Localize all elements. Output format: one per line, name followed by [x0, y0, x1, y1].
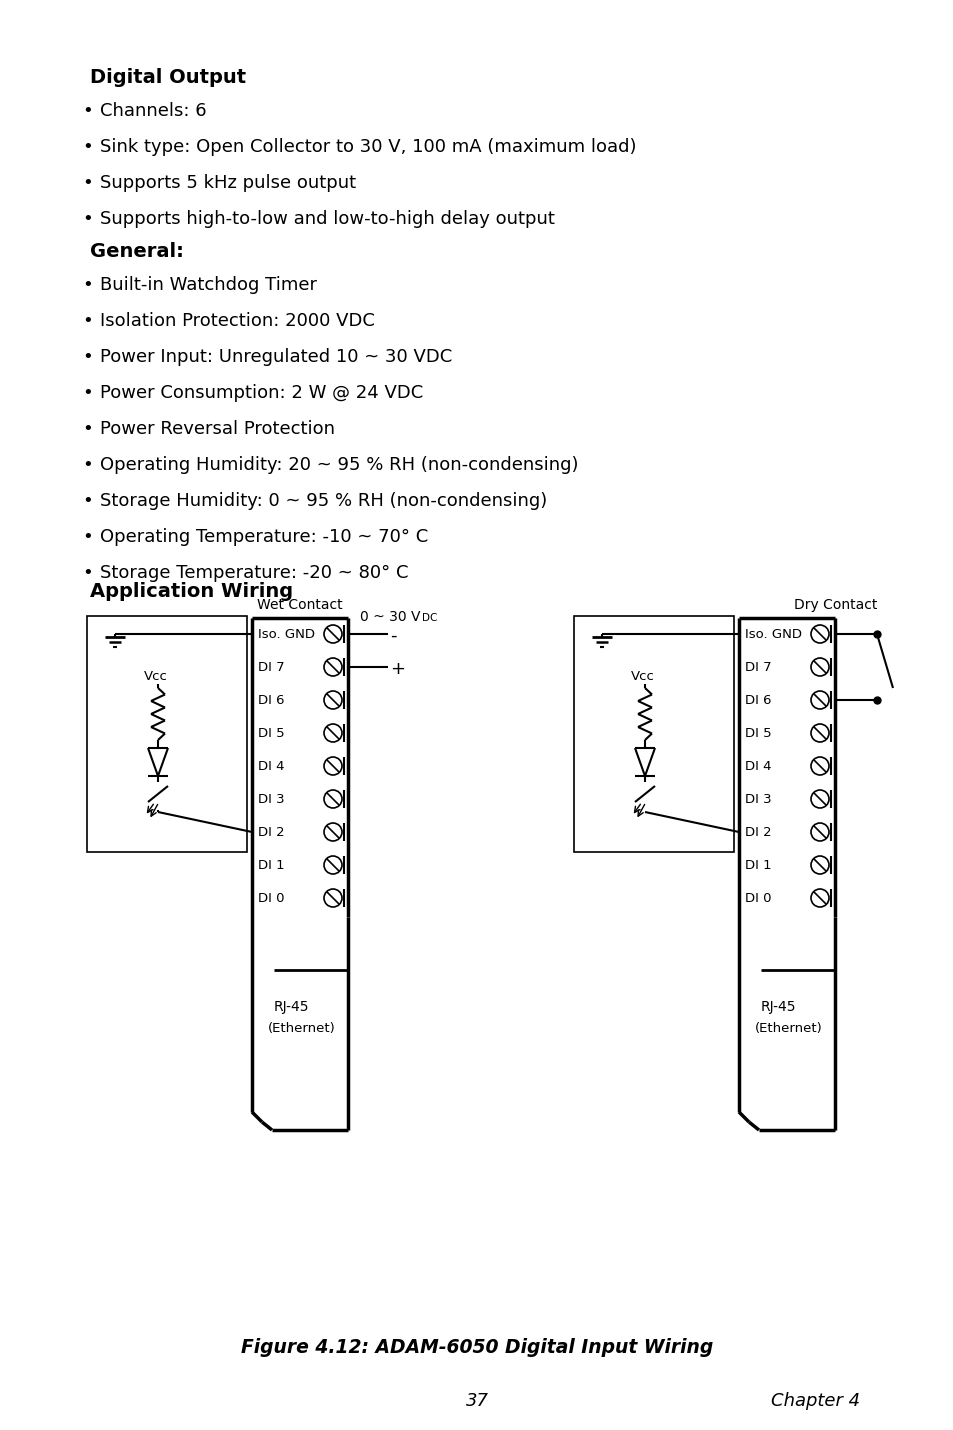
Text: •: • [82, 139, 92, 156]
Text: Power Consumption: 2 W @ 24 VDC: Power Consumption: 2 W @ 24 VDC [100, 385, 423, 402]
Text: DI 0: DI 0 [257, 892, 284, 905]
Text: Power Input: Unregulated 10 ~ 30 VDC: Power Input: Unregulated 10 ~ 30 VDC [100, 347, 452, 366]
Text: Operating Temperature: -10 ~ 70° C: Operating Temperature: -10 ~ 70° C [100, 528, 428, 546]
Text: Storage Temperature: -20 ~ 80° C: Storage Temperature: -20 ~ 80° C [100, 563, 408, 582]
Text: (Ethernet): (Ethernet) [754, 1022, 821, 1035]
Text: Built-in Watchdog Timer: Built-in Watchdog Timer [100, 276, 316, 295]
Text: 37: 37 [465, 1391, 488, 1410]
Text: RJ-45: RJ-45 [760, 1000, 796, 1014]
Text: DI 3: DI 3 [744, 794, 771, 807]
Text: •: • [82, 528, 92, 546]
Text: •: • [82, 492, 92, 511]
Text: Vcc: Vcc [144, 671, 168, 684]
Text: DI 2: DI 2 [257, 827, 284, 839]
Text: DI 7: DI 7 [257, 661, 284, 674]
Text: 0 ~ 30 V: 0 ~ 30 V [359, 611, 420, 623]
Text: Chapter 4: Chapter 4 [770, 1391, 859, 1410]
Text: (Ethernet): (Ethernet) [268, 1022, 335, 1035]
Text: Supports high-to-low and low-to-high delay output: Supports high-to-low and low-to-high del… [100, 210, 555, 227]
Text: Operating Humidity: 20 ~ 95 % RH (non-condensing): Operating Humidity: 20 ~ 95 % RH (non-co… [100, 456, 578, 473]
Text: DI 5: DI 5 [257, 726, 284, 739]
Text: •: • [82, 563, 92, 582]
Text: •: • [82, 347, 92, 366]
Text: •: • [82, 385, 92, 402]
Text: -: - [390, 626, 396, 645]
Text: Vcc: Vcc [630, 671, 654, 684]
Text: •: • [82, 102, 92, 120]
Text: Isolation Protection: 2000 VDC: Isolation Protection: 2000 VDC [100, 312, 375, 330]
Text: DI 1: DI 1 [744, 859, 771, 872]
Text: Sink type: Open Collector to 30 V, 100 mA (maximum load): Sink type: Open Collector to 30 V, 100 m… [100, 139, 636, 156]
Text: DI 2: DI 2 [744, 827, 771, 839]
Text: DI 4: DI 4 [257, 759, 284, 774]
Text: •: • [82, 456, 92, 473]
Text: •: • [82, 420, 92, 438]
Text: •: • [82, 210, 92, 227]
Text: General:: General: [90, 242, 184, 262]
Text: DI 6: DI 6 [744, 694, 771, 706]
Text: RJ-45: RJ-45 [274, 1000, 309, 1014]
Text: DC: DC [421, 613, 436, 623]
Text: •: • [82, 174, 92, 192]
Text: DI 4: DI 4 [744, 759, 771, 774]
Bar [87, 616, 247, 852]
Text: Supports 5 kHz pulse output: Supports 5 kHz pulse output [100, 174, 355, 192]
Text: DI 1: DI 1 [257, 859, 284, 872]
Text: DI 3: DI 3 [257, 794, 284, 807]
Text: Iso. GND: Iso. GND [744, 628, 801, 641]
Text: +: + [390, 661, 405, 678]
Text: Figure 4.12: ADAM-6050 Digital Input Wiring: Figure 4.12: ADAM-6050 Digital Input Wir… [240, 1338, 713, 1357]
Text: •: • [82, 276, 92, 295]
Text: Iso. GND: Iso. GND [257, 628, 314, 641]
Text: DI 7: DI 7 [744, 661, 771, 674]
Text: DI 5: DI 5 [744, 726, 771, 739]
Text: DI 6: DI 6 [257, 694, 284, 706]
Text: Dry Contact: Dry Contact [793, 598, 877, 612]
Text: DI 0: DI 0 [744, 892, 771, 905]
Text: Channels: 6: Channels: 6 [100, 102, 207, 120]
Text: •: • [82, 312, 92, 330]
Text: Application Wiring: Application Wiring [90, 582, 293, 601]
Text: Wet Contact: Wet Contact [256, 598, 342, 612]
Text: Digital Output: Digital Output [90, 69, 246, 87]
Text: Storage Humidity: 0 ~ 95 % RH (non-condensing): Storage Humidity: 0 ~ 95 % RH (non-conde… [100, 492, 547, 511]
Bar [574, 616, 733, 852]
Text: Power Reversal Protection: Power Reversal Protection [100, 420, 335, 438]
